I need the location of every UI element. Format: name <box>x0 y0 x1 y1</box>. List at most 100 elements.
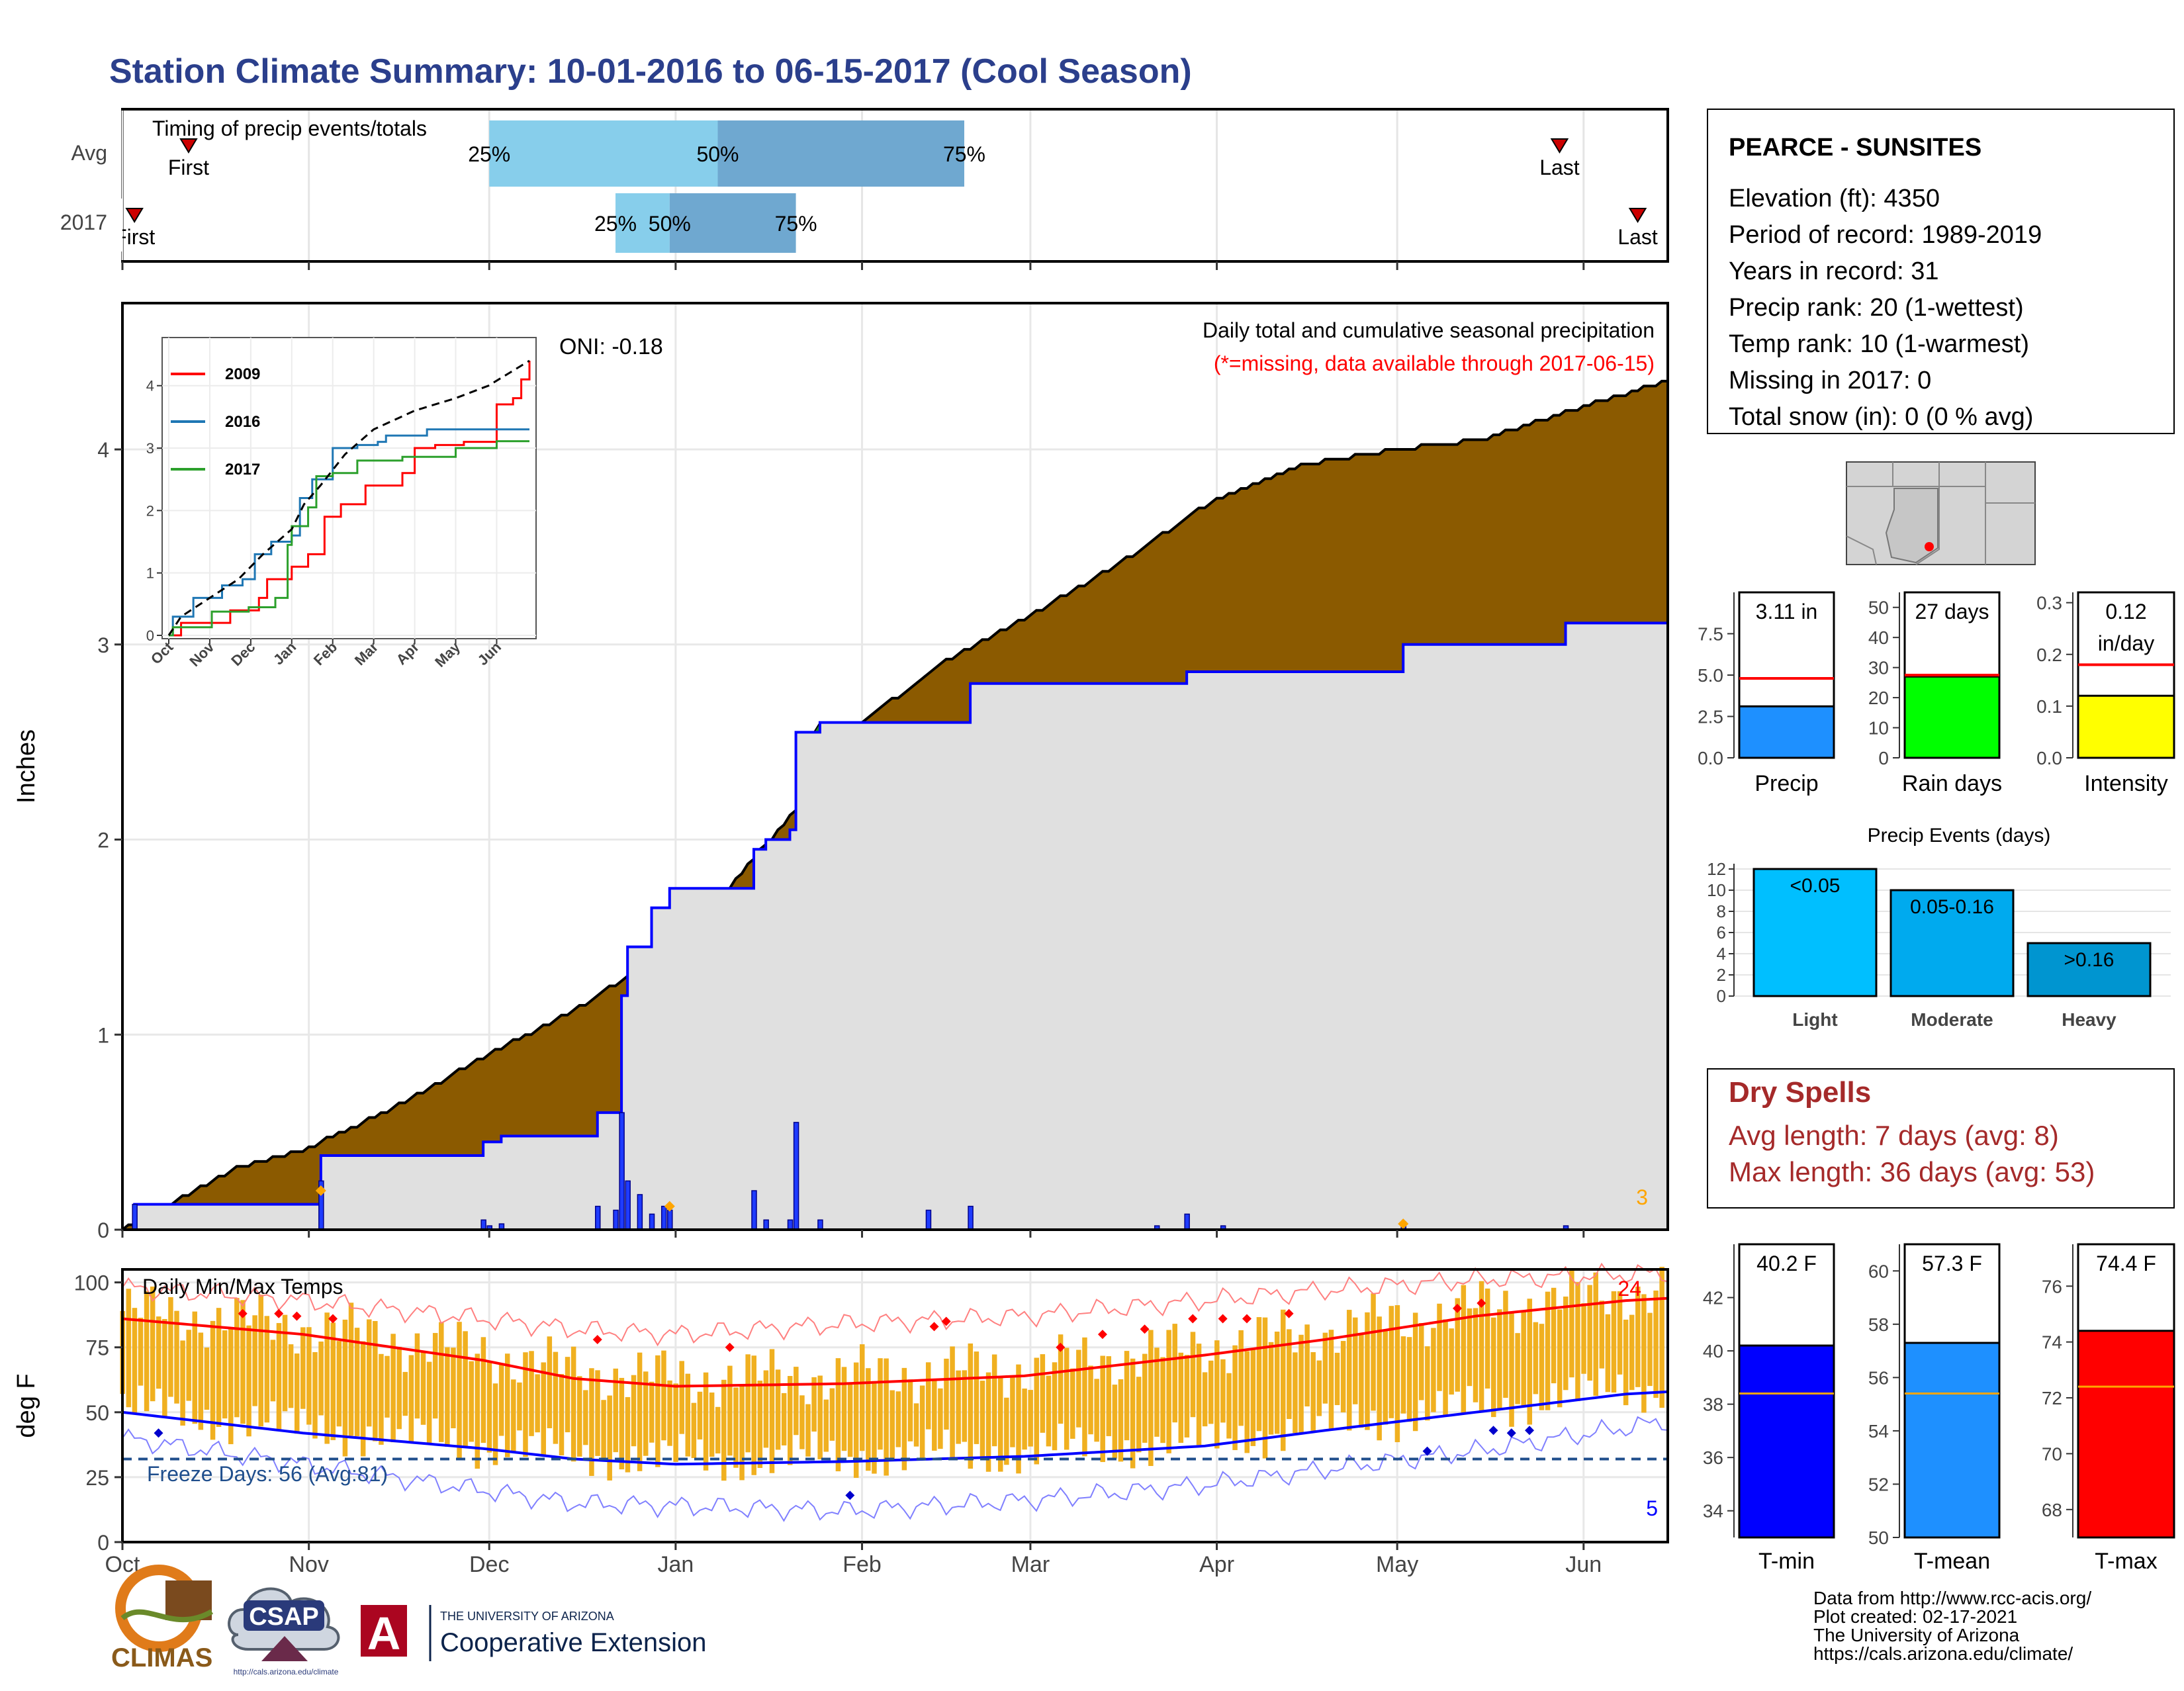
temps-plot-frame <box>121 1268 1669 1543</box>
daily-temp-bar <box>1244 1351 1250 1453</box>
daily-temp-bar <box>330 1322 336 1440</box>
last-event-marker-icon <box>1628 208 1647 223</box>
daily-temp-bar <box>1473 1308 1479 1402</box>
tmax-category-label: T-max <box>2095 1549 2157 1574</box>
station-name: PEARCE - SUNSITES <box>1729 134 1981 161</box>
daily-temp-bar <box>565 1357 570 1433</box>
trace-marker-icon <box>664 1201 675 1212</box>
inset-legend: 2009 2016 2017 <box>171 365 260 479</box>
daily-temp-bar <box>763 1370 769 1448</box>
daily-precip-bar <box>787 1219 794 1230</box>
daily-precip-bar <box>132 1203 138 1230</box>
daily-temp-bar <box>1142 1353 1148 1443</box>
daily-temp-bar <box>985 1372 991 1472</box>
events-y-tick-label: 8 <box>1717 901 1726 921</box>
daily-temp-bar <box>426 1361 432 1445</box>
events-bar-moderate <box>1889 889 2015 997</box>
daily-temp-bar <box>991 1354 997 1447</box>
daily-temp-bar <box>901 1367 907 1471</box>
temps-y-tick-label: 0 <box>97 1531 109 1555</box>
daily-temp-bar <box>643 1371 649 1456</box>
daily-temp-bar <box>884 1358 889 1476</box>
csap-label-bg <box>244 1600 324 1631</box>
daily-temp-bar <box>373 1320 378 1441</box>
daily-temp-bar <box>589 1368 594 1477</box>
timing-bar-50-75 <box>717 120 964 187</box>
daily-temp-bar <box>1274 1331 1280 1434</box>
temps-ylabel: deg F <box>13 1373 40 1438</box>
daily-temp-bar <box>354 1328 360 1437</box>
daily-temp-bar <box>811 1377 817 1432</box>
daily-temp-bar <box>1316 1360 1322 1416</box>
tmin-value-label: 40.2 F <box>1756 1252 1817 1275</box>
station-years: Years in record: 31 <box>1729 257 1939 285</box>
tmin-y-tick-label: 34 <box>1703 1501 1723 1522</box>
daily-temp-bar <box>1064 1348 1069 1450</box>
locator-map <box>1846 461 2036 565</box>
events-y-tick-label: 0 <box>1717 986 1726 1006</box>
events-y-tick-label: 4 <box>1717 944 1726 964</box>
precip-y-tick-label: 7.5 <box>1698 624 1723 645</box>
daily-temp-bar <box>1412 1312 1418 1432</box>
events-bar-label-heavy: >0.16 <box>2064 949 2115 971</box>
daily-precip-bar <box>968 1205 974 1230</box>
daily-temp-bar <box>264 1316 270 1423</box>
daily-temp-bar <box>841 1367 847 1451</box>
daily-temp-bar <box>288 1344 294 1408</box>
daily-temp-bar <box>757 1381 763 1468</box>
count-label: 3 <box>1636 1185 1648 1209</box>
daily-precip-bar <box>637 1194 643 1230</box>
events-title: Precip Events (days) <box>1868 825 2051 846</box>
daily-temp-bar <box>1238 1330 1244 1426</box>
daily-temp-bar <box>1557 1309 1563 1408</box>
daily-temp-bar <box>925 1362 931 1430</box>
temps-x-tick-label-feb: Feb <box>842 1552 882 1577</box>
daily-temp-bar <box>1184 1355 1190 1438</box>
record-high-marker-icon <box>1453 1303 1463 1313</box>
daily-temp-bar <box>775 1369 781 1450</box>
daily-temp-bar <box>1394 1305 1400 1443</box>
daily-temp-bar <box>1617 1291 1623 1375</box>
intensity-y-tick-label: 0.0 <box>2036 748 2062 768</box>
daily-temp-bar <box>1172 1324 1177 1423</box>
daily-temp-bar <box>607 1395 612 1481</box>
daily-temp-bar <box>1563 1297 1569 1391</box>
daily-temp-bar <box>228 1328 234 1445</box>
daily-precip-bar <box>793 1122 799 1230</box>
daily-temp-bar <box>673 1383 678 1462</box>
daily-temp-bar <box>1503 1291 1508 1398</box>
avg-cumulative-line <box>121 379 1668 1231</box>
tmax-value-label: 74.4 F <box>2096 1252 2156 1275</box>
events-category-moderate: Moderate <box>1911 1009 1993 1030</box>
temps-y-tick-label: 100 <box>74 1271 109 1295</box>
precip-y-tick-label: 5.0 <box>1698 665 1723 686</box>
current-cumulative-line <box>122 621 1668 1231</box>
timing-label-mask <box>66 199 122 251</box>
daily-temp-bar <box>198 1332 204 1430</box>
main-y-tick-label: 0 <box>97 1218 109 1242</box>
daily-temp-bar <box>1202 1372 1208 1427</box>
footer: Data from http://www.rcc-acis.org/ Plot … <box>111 1565 2091 1676</box>
daily-temp-bar <box>360 1341 366 1457</box>
record-high-marker-icon <box>1097 1330 1107 1340</box>
daily-temp-bar <box>1106 1356 1112 1436</box>
daily-temp-bar <box>1178 1352 1184 1443</box>
daily-temp-bar <box>480 1337 486 1443</box>
daily-temp-bar <box>535 1374 540 1433</box>
daily-temp-bar <box>944 1358 949 1430</box>
daily-temp-bar <box>1322 1332 1328 1404</box>
daily-temp-bar <box>1082 1337 1087 1457</box>
daily-temp-bar <box>1022 1389 1027 1450</box>
daily-precip-bar <box>817 1219 823 1230</box>
daily-temp-bar <box>517 1382 522 1431</box>
ua-a-block <box>361 1605 407 1657</box>
daily-temp-bar <box>1569 1269 1574 1378</box>
arizona-outline <box>1885 488 1938 564</box>
inset-line-2016 <box>169 428 529 637</box>
daily-temp-bar <box>1232 1345 1238 1451</box>
timing-pct-75: 75% <box>775 212 817 236</box>
daily-temp-bar <box>1250 1349 1256 1446</box>
daily-temp-bar <box>625 1396 631 1473</box>
record-high-marker-icon <box>1284 1308 1294 1318</box>
dry-title: Dry Spells <box>1729 1076 1871 1109</box>
